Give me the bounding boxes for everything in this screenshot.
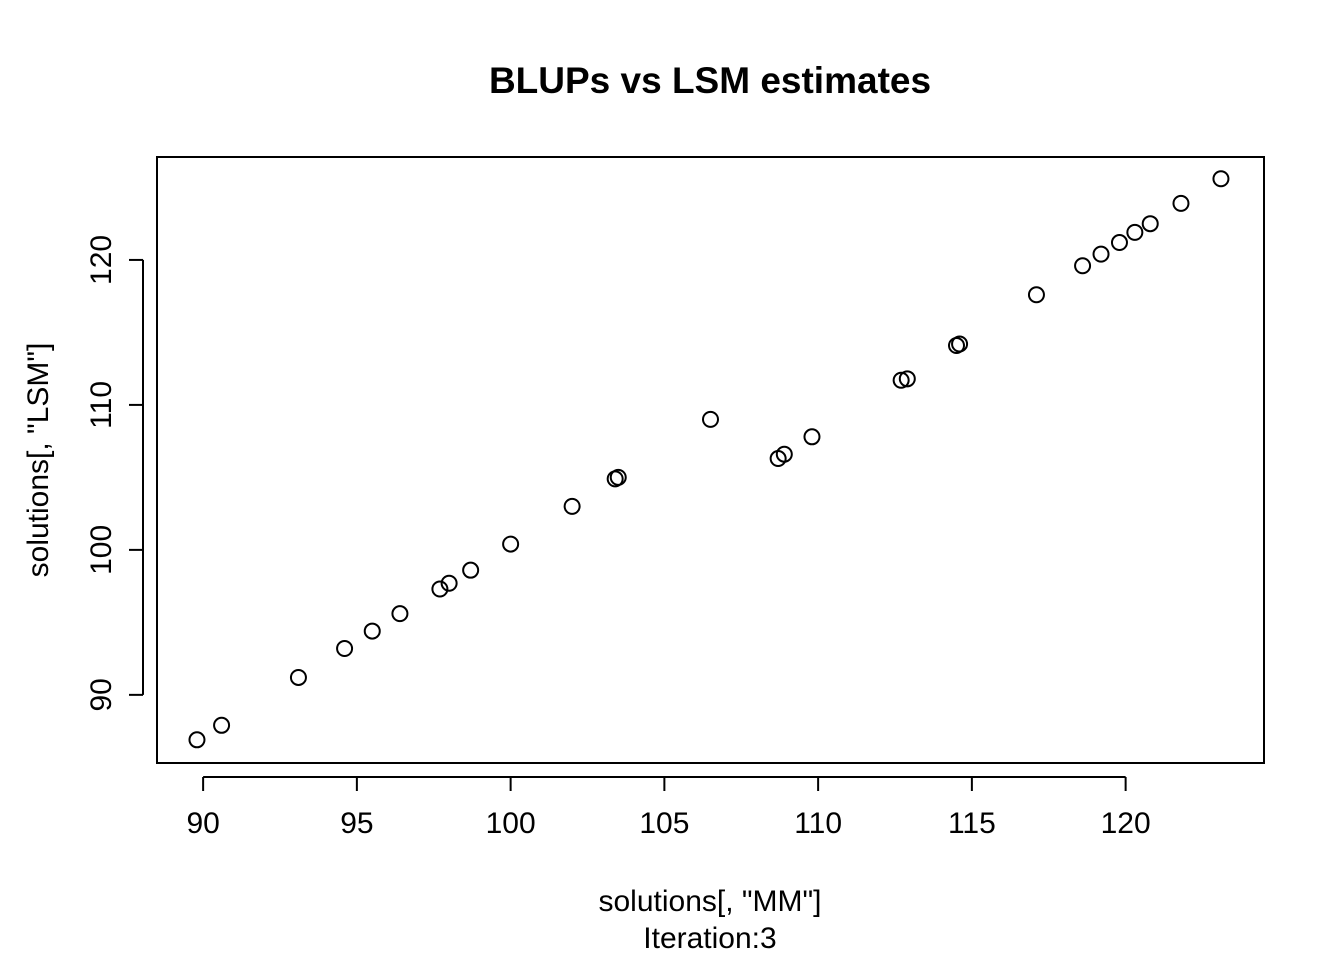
- data-point: [1141, 215, 1159, 233]
- data-point: [440, 574, 458, 592]
- data-point: [892, 371, 910, 389]
- y-tick-label: 110: [85, 381, 118, 429]
- chart-subtitle: Iteration:3: [643, 922, 776, 955]
- data-point: [188, 731, 206, 749]
- data-point: [391, 605, 409, 623]
- x-tick-label: 110: [794, 807, 842, 840]
- y-tick-label: 100: [85, 525, 118, 575]
- y-tick-label: 120: [85, 235, 118, 285]
- x-tick-label: 95: [340, 807, 373, 840]
- y-axis: 90 100 110 120: [85, 235, 144, 712]
- x-tick-label: 105: [639, 807, 689, 840]
- x-tick-label: 115: [948, 807, 996, 840]
- data-point: [336, 639, 354, 657]
- data-points: [188, 170, 1230, 749]
- data-point: [609, 468, 627, 486]
- data-point: [289, 668, 307, 686]
- data-point: [702, 410, 719, 428]
- data-point: [363, 622, 381, 640]
- data-point: [462, 561, 480, 579]
- data-point: [803, 428, 821, 446]
- data-point: [213, 716, 231, 734]
- x-tick-label: 100: [486, 807, 536, 840]
- x-axis-label: solutions[, "MM"]: [598, 885, 821, 918]
- y-tick-label: 90: [85, 678, 118, 711]
- data-point: [502, 535, 520, 553]
- data-point: [1126, 223, 1144, 241]
- data-point: [431, 580, 449, 598]
- x-axis: 90 95 100 105 110 115 120: [186, 776, 1151, 840]
- plot-frame: [156, 156, 1265, 764]
- data-point: [1212, 170, 1230, 188]
- data-point: [1027, 286, 1045, 304]
- data-point: [951, 335, 969, 353]
- data-point: [775, 445, 793, 463]
- chart-title: BLUPs vs LSM estimates: [489, 60, 931, 101]
- data-point: [1172, 194, 1190, 212]
- data-point: [1074, 257, 1092, 275]
- data-point: [1092, 245, 1110, 263]
- x-tick-label: 120: [1101, 807, 1151, 840]
- y-axis-label: solutions[, "LSM"]: [22, 343, 55, 578]
- data-point: [898, 370, 916, 388]
- data-point: [1110, 234, 1128, 252]
- x-tick-label: 90: [186, 807, 219, 840]
- data-point: [563, 497, 581, 515]
